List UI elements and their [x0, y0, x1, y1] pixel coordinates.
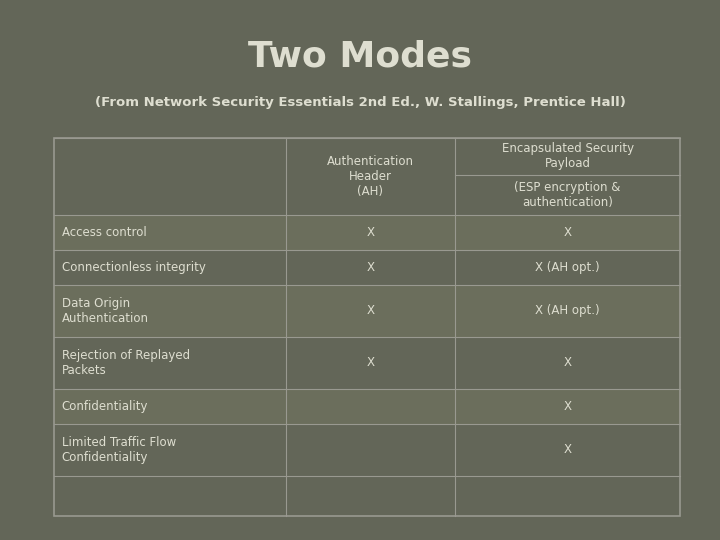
Text: Rejection of Replayed
Packets: Rejection of Replayed Packets — [61, 349, 189, 377]
Text: (From Network Security Essentials 2nd Ed., W. Stallings, Prentice Hall): (From Network Security Essentials 2nd Ed… — [94, 96, 626, 109]
Text: Data Origin
Authentication: Data Origin Authentication — [61, 297, 148, 325]
Text: Access control: Access control — [61, 226, 146, 239]
Bar — [54, 250, 680, 285]
Text: X: X — [366, 305, 374, 318]
Text: X (AH opt.): X (AH opt.) — [536, 261, 600, 274]
Text: Encapsulated Security
Payload: Encapsulated Security Payload — [502, 143, 634, 170]
Text: X (AH opt.): X (AH opt.) — [536, 305, 600, 318]
Text: Two Modes: Two Modes — [248, 40, 472, 73]
Text: Limited Traffic Flow
Confidentiality: Limited Traffic Flow Confidentiality — [61, 436, 176, 464]
Text: X: X — [564, 226, 572, 239]
Text: X: X — [366, 356, 374, 369]
Bar — [54, 138, 680, 516]
Text: X: X — [564, 400, 572, 413]
Text: Authentication
Header
(AH): Authentication Header (AH) — [327, 155, 414, 198]
Text: X: X — [366, 261, 374, 274]
Text: Connectionless integrity: Connectionless integrity — [61, 261, 205, 274]
Bar — [54, 215, 680, 250]
Text: Confidentiality: Confidentiality — [61, 400, 148, 413]
Text: X: X — [564, 356, 572, 369]
Text: X: X — [366, 226, 374, 239]
Bar — [54, 337, 680, 389]
Bar — [54, 424, 680, 476]
Bar — [54, 138, 680, 215]
Text: (ESP encryption &
authentication): (ESP encryption & authentication) — [515, 181, 621, 209]
Bar — [54, 285, 680, 337]
Bar — [54, 389, 680, 424]
Text: X: X — [564, 443, 572, 456]
